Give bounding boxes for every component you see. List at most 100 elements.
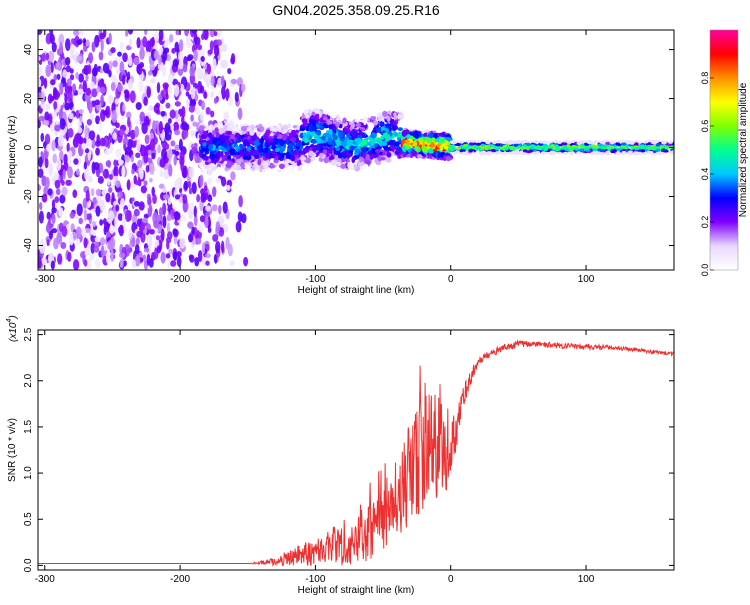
spectrogram-noise-blob	[187, 181, 192, 189]
y-tick-label: -40	[23, 238, 34, 253]
spectrogram-noise-blob	[127, 116, 131, 128]
spectrogram-noise-blob	[53, 74, 58, 81]
spectrogram-band-cell	[359, 164, 365, 170]
spectrogram-noise-blob	[182, 194, 188, 205]
spectrogram-noise-blob	[214, 254, 218, 264]
spectrogram-noise-blob	[190, 89, 196, 100]
spectrogram-band-cell	[455, 142, 461, 147]
spectrogram-noise-blob	[194, 257, 200, 267]
y-tick-label: 0	[23, 144, 34, 150]
spectrogram-band-cell	[289, 132, 295, 138]
spectrogram-noise-blob	[132, 213, 138, 225]
spectrogram-band-cell	[274, 147, 280, 153]
x-tick-label: -300	[35, 274, 55, 285]
spectrogram-band-cell	[304, 149, 310, 153]
spectrogram-noise-blob	[117, 51, 122, 57]
spectrogram-noise-blob	[91, 67, 98, 77]
spectrogram-band-cell	[473, 139, 479, 144]
spectrogram-noise-blob	[187, 54, 194, 61]
spectrogram-noise-blob	[205, 260, 210, 266]
spectrogram-noise-blob	[75, 226, 82, 238]
spectrogram-noise-blob	[115, 122, 120, 129]
spectrogram-band-cell	[211, 137, 218, 144]
spectrogram-noise-blob	[201, 242, 206, 255]
spectrogram-noise-blob	[158, 120, 163, 134]
spectrogram-band-cell	[238, 158, 243, 163]
spectrogram-noise-blob	[76, 39, 82, 46]
spectrogram-band-cell	[525, 142, 531, 146]
spectrogram-noise-blob	[56, 158, 62, 171]
spectrogram-noise-blob	[200, 111, 204, 122]
spectrogram-noise-blob	[44, 103, 51, 111]
spectrogram-noise-blob	[159, 47, 164, 54]
spectrogram-band-cell	[219, 151, 224, 157]
spectrogram-noise-blob	[229, 260, 235, 267]
spectrogram-band-cell	[256, 130, 262, 137]
spectrogram-band-cell	[634, 147, 640, 151]
snr-y-ticks: 0.0 0.5 1.0 1.5 2.0 2.5	[23, 327, 674, 572]
spectrogram-band-cell	[328, 146, 333, 153]
spectrogram-band-cell	[296, 160, 303, 165]
spectrogram-band-cell	[605, 150, 611, 154]
spectrogram-noise-blob	[88, 101, 93, 114]
spectrogram-band-cell	[543, 147, 549, 151]
spectrogram-noise-blob	[53, 237, 59, 250]
spectrogram-noise-blob	[45, 176, 50, 189]
spectrogram-band-cell	[323, 156, 329, 164]
spectrogram-noise-blob	[165, 102, 171, 109]
spectrogram-band-cell	[382, 110, 388, 118]
spectrogram-band-cell	[259, 137, 264, 144]
spectrogram-band-cell	[394, 141, 400, 147]
spectrogram-noise-blob	[199, 85, 205, 94]
spectrogram-noise-blob	[99, 68, 104, 74]
spectrogram-noise-blob	[185, 104, 190, 111]
spectrogram-band-cell	[418, 138, 424, 143]
spectrogram-noise-blob	[178, 138, 183, 151]
spectrogram-noise-blob	[136, 37, 141, 49]
spectrogram-noise-blob	[48, 253, 52, 262]
spectrogram-y-ticks: -40 -20 0 20 40	[23, 44, 674, 253]
spectrogram-band-cell	[345, 133, 350, 138]
spectrogram-noise-blob	[46, 211, 51, 220]
spectrogram-band-cell	[249, 129, 255, 136]
spectrogram-noise-blob	[107, 178, 111, 186]
spectrogram-noise-blob	[218, 227, 225, 237]
spectrogram-band-cell	[332, 132, 336, 139]
spectrogram-band-cell	[380, 156, 386, 161]
spectrogram-band-cell	[264, 142, 270, 148]
snr-x-ticks: -300 -200 -100 0 100	[35, 330, 595, 585]
spectrogram-noise-blob	[90, 242, 95, 254]
spectrogram-band-cell	[655, 143, 661, 147]
spectrogram-noise-blob	[204, 216, 209, 229]
spectrogram-noise-blob	[169, 109, 176, 119]
spectrogram-band-cell	[600, 148, 606, 153]
spectrogram-noise-blob	[194, 93, 199, 102]
spectrogram-noise-blob	[94, 140, 102, 147]
spectrogram-noise-blob	[91, 137, 96, 149]
spectrogram-noise-blob	[191, 182, 197, 195]
spectrogram-noise-blob	[200, 61, 205, 67]
spectrogram-noise-blob	[215, 177, 222, 184]
snr-x-label: Height of straight line (km)	[298, 585, 415, 596]
spectrogram-band-cell	[667, 140, 673, 144]
spectrogram-noise-blob	[158, 207, 164, 217]
spectrogram-noise-blob	[117, 191, 123, 199]
spectrogram-noise-blob	[183, 180, 189, 191]
spectrogram-band-cell	[601, 140, 607, 144]
spectrogram-noise-blob	[127, 78, 133, 90]
spectrogram-noise-blob	[230, 53, 236, 65]
spectrogram-noise-blob	[143, 30, 148, 36]
spectrogram-noise-blob	[86, 139, 93, 147]
spectrogram-noise-blob	[102, 110, 109, 116]
spectrogram-band-cell	[273, 152, 279, 158]
spectrogram-noise-blob	[147, 197, 152, 206]
x-tick-label: -100	[305, 574, 325, 585]
spectrogram-noise-blob	[46, 239, 50, 247]
spectrogram-band-cell	[550, 144, 556, 148]
spectrogram-noise-blob	[103, 225, 108, 236]
spectrogram-band-cell	[365, 153, 370, 161]
spectrogram-noise-blob	[125, 111, 132, 119]
svg-text:(x104): (x104)	[6, 315, 19, 342]
spectrogram-band-cell	[386, 116, 391, 122]
y-tick-label: 0.0	[23, 558, 34, 572]
